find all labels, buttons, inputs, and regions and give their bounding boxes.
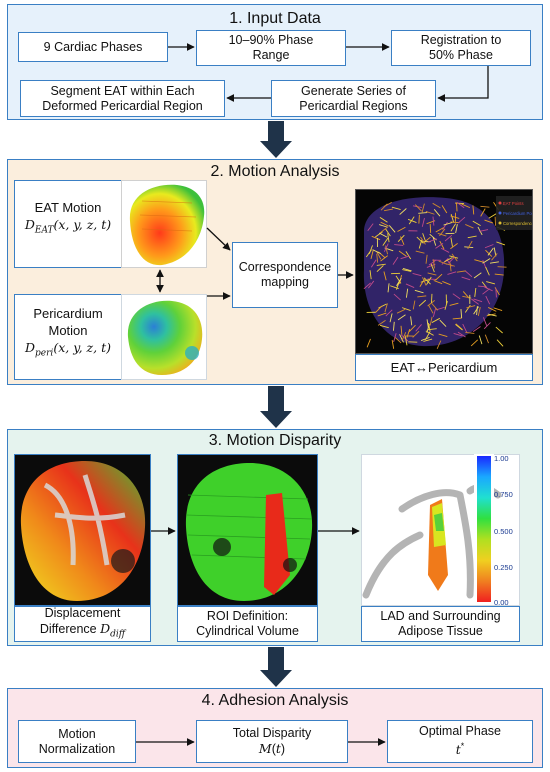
correspondence-legend [496, 196, 532, 230]
box-registration: Registration to 50% Phase [391, 30, 531, 66]
box-total-disparity: Total Disparity M(t) [196, 720, 348, 763]
legend-marker [498, 211, 502, 215]
pericardium-motion-formula: Dperi(x, y, z, t) [25, 340, 111, 359]
colorbar-tick-2: 0.750 [494, 490, 513, 499]
box-optimal-phase: Optimal Phase t* [387, 720, 533, 763]
legend-entry: EAT Points [503, 201, 524, 206]
eat-motion-label: EAT Motion [34, 200, 102, 215]
roi-cylindrical-volume-image [177, 454, 318, 606]
legend-entry: Pericardium Points [503, 211, 533, 216]
eat-motion-formula: DEAT(x, y, z, t) [24, 217, 112, 236]
eat-pericardium-correspondence-image: EAT Points Pericardium Points Corresponden… [355, 189, 533, 354]
legend-marker [498, 201, 502, 205]
colorbar-tick-4: 0.250 [494, 563, 513, 572]
panel-title-motion-disparity: 3. Motion Disparity [208, 432, 342, 449]
eat-motion-heart-image [121, 180, 207, 268]
box-segment-eat: Segment EAT within Each Deformed Pericar… [20, 80, 225, 117]
legend-marker [498, 221, 502, 225]
section-arrow-3-4 [260, 647, 292, 687]
box-correspondence-mapping: Correspondence mapping [232, 242, 338, 308]
panel-title-adhesion-analysis: 4. Adhesion Analysis [201, 692, 349, 709]
colorbar-tick-5: 0.00 [494, 598, 509, 607]
eat-motion-label-box: EAT Motion DEAT(x, y, z, t) [14, 180, 122, 268]
legend-entry: Correspondence [503, 221, 533, 226]
caption-displacement-difference: Displacement Difference Ddiff [14, 606, 151, 642]
pericardium-motion-heart-image [121, 294, 207, 380]
panel-title-input-data: 1. Input Data [229, 10, 321, 27]
eat-pericardium-caption: EAT↔Pericardium [355, 354, 533, 381]
box-generate-regions: Generate Series of Pericardial Regions [271, 80, 436, 117]
caption-lad-adipose: LAD and Surrounding Adipose Tissue [361, 606, 520, 642]
caption-roi-definition: ROI Definition: Cylindrical Volume [177, 606, 318, 642]
box-phase-range: 10–90% Phase Range [196, 30, 346, 66]
section-arrow-1-2 [260, 121, 292, 158]
colorbar-tick-3: 0.500 [494, 527, 513, 536]
pericardium-motion-label-box: Pericardium Motion Dperi(x, y, z, t) [14, 294, 122, 380]
box-motion-normalization: Motion Normalization [18, 720, 136, 763]
panel-title-motion-analysis: 2. Motion Analysis [210, 163, 340, 180]
displacement-difference-image [14, 454, 151, 606]
colorbar-tick-1: 1.00 [494, 454, 509, 463]
pericardium-motion-label: Pericardium Motion [33, 306, 103, 338]
colorbar [474, 454, 494, 604]
box-cardiac-phases: 9 Cardiac Phases [18, 32, 168, 62]
section-arrow-2-3 [260, 386, 292, 428]
